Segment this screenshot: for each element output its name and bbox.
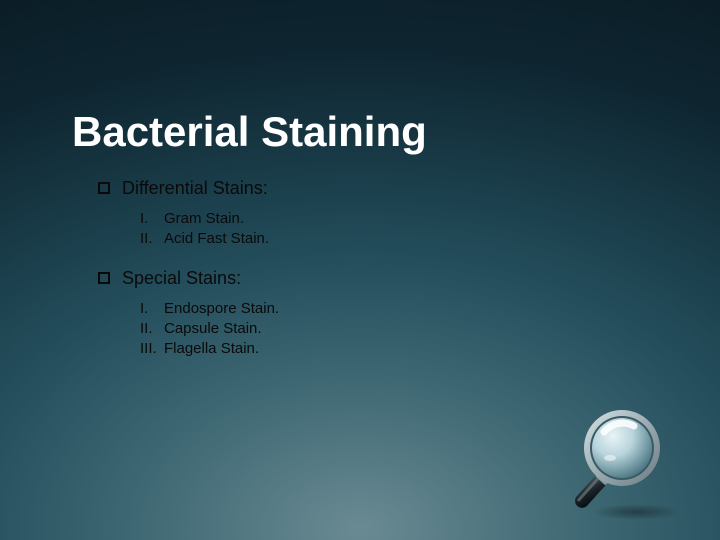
magnifying-glass-icon [574,404,694,524]
item-text: Capsule Stain. [164,319,262,339]
checkbox-bullet-icon [98,182,110,194]
roman-numeral: II. [140,229,164,249]
item-text: Endospore Stain. [164,299,279,319]
section-header: Differential Stains: [98,178,660,199]
section-label: Differential Stains: [122,178,268,199]
roman-numeral: II. [140,319,164,339]
roman-numeral: I. [140,299,164,319]
roman-numeral: I. [140,209,164,229]
section-item-list: I. Endospore Stain. II. Capsule Stain. I… [140,299,660,360]
section-label: Special Stains: [122,268,241,289]
list-item: II. Capsule Stain. [140,319,660,339]
slide-title: Bacterial Staining [72,108,660,156]
item-text: Acid Fast Stain. [164,229,269,249]
section-header: Special Stains: [98,268,660,289]
checkbox-bullet-icon [98,272,110,284]
roman-numeral: III. [140,339,164,359]
list-item: I. Endospore Stain. [140,299,660,319]
list-item: III. Flagella Stain. [140,339,660,359]
content-area: Bacterial Staining Differential Stains: … [72,108,660,377]
list-item: I. Gram Stain. [140,209,660,229]
section-block: Special Stains: I. Endospore Stain. II. … [72,268,660,360]
list-item: II. Acid Fast Stain. [140,229,660,249]
item-text: Flagella Stain. [164,339,259,359]
section-block: Differential Stains: I. Gram Stain. II. … [72,178,660,250]
item-text: Gram Stain. [164,209,244,229]
section-item-list: I. Gram Stain. II. Acid Fast Stain. [140,209,660,250]
slide-container: Bacterial Staining Differential Stains: … [0,0,720,540]
